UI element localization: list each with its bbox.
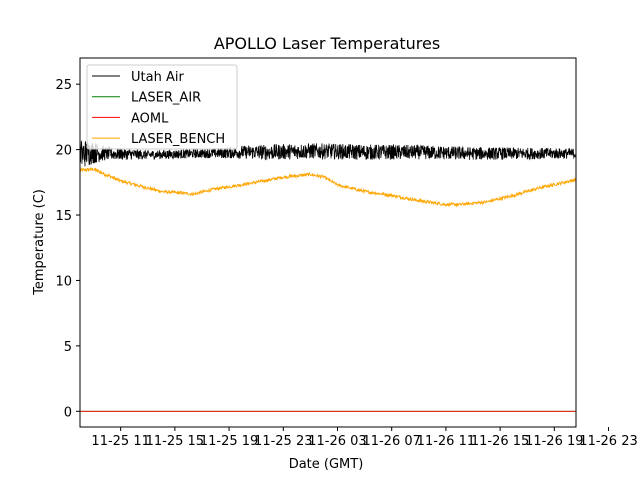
x-axis-label: Date (GMT) bbox=[289, 457, 364, 472]
x-tick-label: 11-26 19 bbox=[525, 434, 583, 449]
legend-label: Utah Air bbox=[131, 70, 184, 85]
y-tick-label: 0 bbox=[64, 405, 72, 420]
series-line-utah-air bbox=[80, 140, 576, 169]
y-tick-label: 20 bbox=[55, 144, 72, 159]
x-tick-label: 11-26 07 bbox=[362, 434, 420, 449]
series-line-laser-bench bbox=[80, 166, 576, 208]
y-tick-label: 5 bbox=[64, 340, 72, 355]
x-tick-label: 11-26 11 bbox=[417, 434, 475, 449]
x-tick-label: 11-25 11 bbox=[91, 434, 149, 449]
plot-frame bbox=[79, 57, 577, 428]
y-tick-label: 15 bbox=[55, 209, 72, 224]
x-tick-label: 11-25 19 bbox=[200, 434, 258, 449]
legend: Utah Air LASER_AIR AOML LASER_BENCH bbox=[86, 64, 238, 150]
legend-label: LASER_AIR bbox=[131, 91, 201, 106]
plot-area bbox=[80, 140, 576, 412]
x-tick-label: 11-25 15 bbox=[146, 434, 204, 449]
y-axis: 0 5 10 15 20 25 bbox=[55, 78, 80, 420]
x-tick-label: 11-26 15 bbox=[471, 434, 529, 449]
y-tick-label: 10 bbox=[55, 274, 72, 289]
x-tick-label: 11-25 23 bbox=[254, 434, 312, 449]
legend-label: AOML bbox=[131, 111, 169, 126]
series-layer bbox=[80, 140, 576, 412]
legend-box bbox=[86, 64, 238, 150]
x-tick-label: 11-26 23 bbox=[579, 434, 637, 449]
y-tick-label: 25 bbox=[55, 78, 72, 93]
chart-title: APOLLO Laser Temperatures bbox=[214, 34, 440, 53]
y-axis-label: Temperature (C) bbox=[32, 189, 47, 296]
legend-label: LASER_BENCH bbox=[131, 132, 225, 147]
x-tick-label: 11-26 03 bbox=[308, 434, 366, 449]
